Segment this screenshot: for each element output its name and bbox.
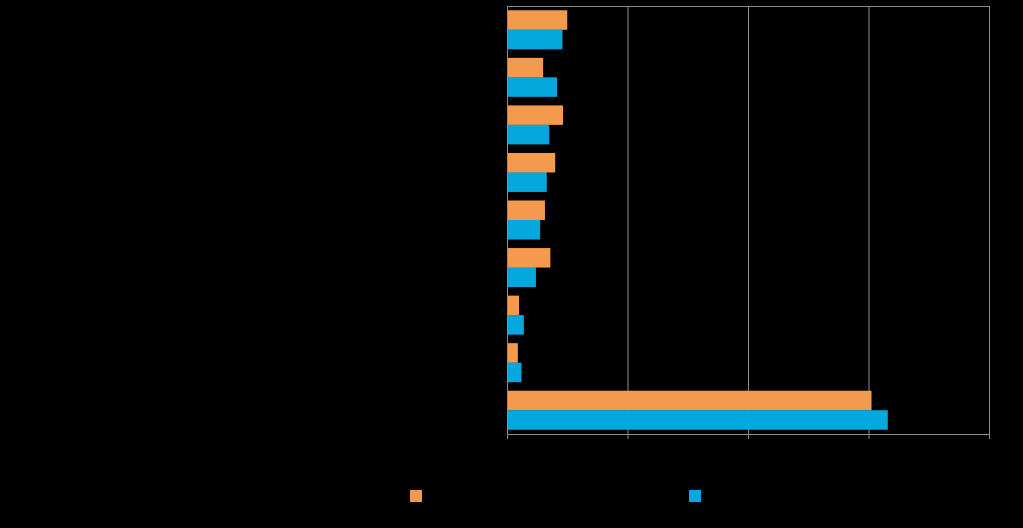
legend: [0, 490, 1023, 504]
axes: [507, 6, 990, 439]
bar-series-1-cat-9: [507, 390, 872, 411]
gridlines: [627, 6, 990, 434]
bar-series-1-cat-1: [507, 10, 568, 30]
bar-series-2-cat-6: [507, 267, 536, 288]
bar-series-2-cat-5: [507, 220, 541, 240]
bar-series-1-cat-6: [507, 248, 551, 268]
bar-series-2-cat-3: [507, 124, 550, 145]
bar-series-2-cat-7: [507, 315, 524, 335]
bar-series-1-cat-8: [507, 343, 518, 363]
bar-series-2-cat-9: [507, 410, 888, 430]
bar-series-2-cat-2: [507, 77, 558, 97]
bar-series-2-cat-4: [507, 172, 547, 192]
bar-series-2-cat-1: [507, 29, 563, 50]
bars: [507, 10, 888, 430]
legend-item-series-1: [410, 490, 422, 502]
bar-series-1-cat-5: [507, 200, 545, 220]
bar-series-1-cat-7: [507, 295, 520, 316]
bar-series-1-cat-3: [507, 105, 564, 125]
bar-series-1-cat-4: [507, 152, 556, 173]
bar-series-2-cat-8: [507, 362, 522, 383]
legend-swatch-series-2: [689, 490, 701, 502]
legend-swatch-series-1: [410, 490, 422, 502]
legend-item-series-2: [689, 490, 701, 502]
bar-series-1-cat-2: [507, 57, 544, 78]
